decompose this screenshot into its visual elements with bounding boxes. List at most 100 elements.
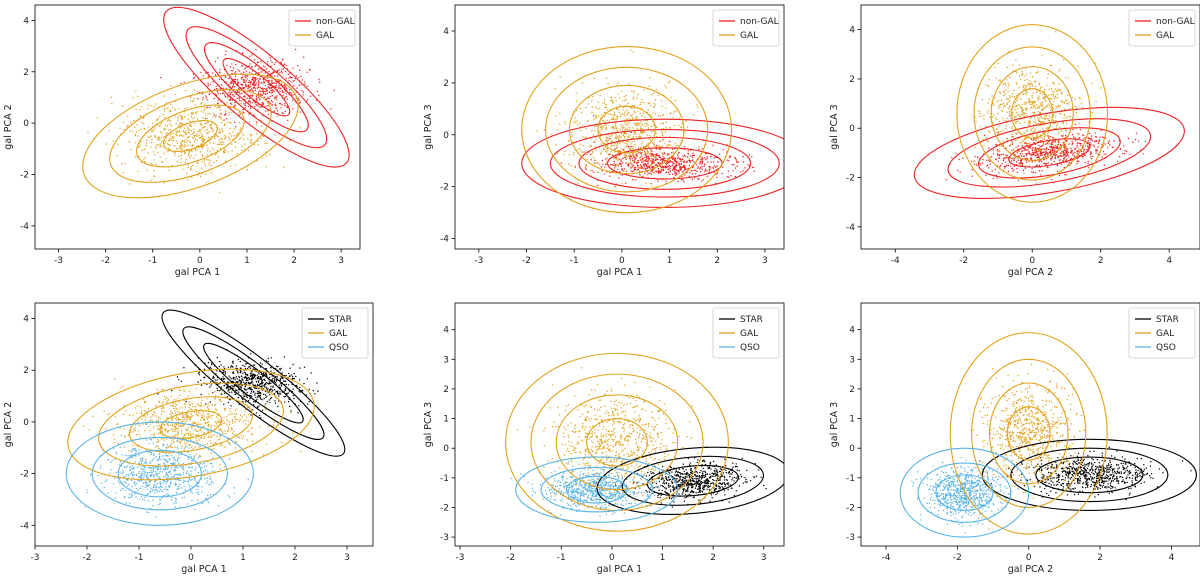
data-point [212,81,214,83]
data-point [632,96,634,99]
data-point [218,365,221,368]
data-point [1017,97,1019,99]
data-point [204,164,207,167]
data-point [197,98,199,100]
data-point [1098,141,1100,143]
data-point [1078,137,1080,140]
data-point [639,164,642,166]
data-point [201,128,203,131]
data-point [1036,151,1038,153]
data-point [248,65,250,67]
data-point [1073,136,1075,138]
data-point [200,393,202,396]
data-point [302,91,304,93]
data-point [998,120,1001,123]
data-point [991,116,994,118]
data-point [173,136,175,139]
data-point [292,388,294,390]
data-point [1036,139,1038,142]
data-point [655,132,657,135]
data-point [613,148,616,150]
data-point [260,417,262,419]
data-point [622,125,624,127]
data-point [640,147,642,149]
data-point [163,129,165,131]
data-point [216,88,218,90]
data-point [626,136,628,138]
data-point [600,127,602,129]
data-point [667,144,669,146]
data-point [579,147,581,150]
data-point [554,88,556,90]
y-tick-label: -2 [20,171,29,181]
data-point [653,102,655,105]
data-point [227,401,230,404]
data-point [183,135,185,137]
data-point [1066,158,1068,160]
data-point [639,112,641,115]
data-point [550,133,552,136]
data-point [207,361,210,364]
data-point [153,151,155,153]
data-point [247,138,249,140]
data-point [240,382,243,384]
data-point [613,163,616,165]
data-point [1074,123,1077,126]
data-point [231,111,233,114]
data-point [175,140,177,142]
data-point [1048,94,1050,96]
data-point [642,141,644,143]
data-point [249,85,252,88]
data-point [612,102,614,104]
data-point [670,96,673,99]
plot-area [82,6,350,199]
data-point [126,126,128,128]
data-point [678,117,680,120]
data-point [594,162,597,164]
data-point [1013,95,1016,98]
data-point [166,120,169,122]
data-point [1084,161,1087,164]
data-point [647,151,649,153]
data-point [247,400,250,402]
data-point [235,134,238,136]
data-point [634,144,636,146]
data-point [224,54,227,56]
data-point [1034,143,1037,145]
data-point [1016,168,1018,170]
data-point [1002,102,1005,105]
data-point [207,159,210,161]
data-point [269,401,271,404]
data-point [229,98,231,100]
data-point [1020,159,1023,162]
data-point [1032,135,1034,137]
data-point [1087,160,1089,163]
data-point [216,57,219,59]
data-point [1041,104,1044,106]
data-point [1029,153,1031,155]
data-point [684,155,687,158]
data-point [229,127,231,130]
data-point [278,69,280,71]
data-point [625,156,627,158]
data-point [299,100,301,102]
data-point [218,128,221,130]
data-point [219,147,222,150]
data-point [620,160,622,162]
data-point [248,366,250,368]
data-point [614,124,617,127]
data-point [203,144,205,146]
data-point [660,146,662,148]
data-point [304,81,306,83]
data-point [241,377,243,379]
data-point [682,171,684,173]
data-point [252,368,254,370]
data-point [575,109,578,112]
data-point [216,370,218,372]
data-point [229,66,232,68]
data-point [621,90,623,92]
data-point [1036,156,1038,159]
data-point [626,129,629,131]
data-point [246,78,248,80]
data-point [1095,135,1097,138]
